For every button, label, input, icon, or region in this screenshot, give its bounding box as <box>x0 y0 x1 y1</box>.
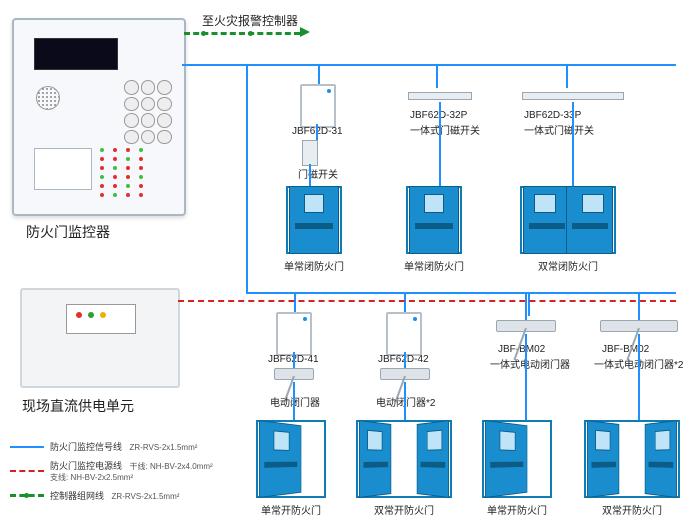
legend-name: 控制器组网线 ZR-RVS-2x1.5mm² <box>50 489 179 502</box>
label: 双常闭防火门 <box>538 258 598 273</box>
door-closer <box>380 368 428 382</box>
fire-door <box>286 186 342 254</box>
fire-door <box>256 420 326 498</box>
label: 单常开防火门 <box>261 502 321 517</box>
label: 单常闭防火门 <box>404 258 464 273</box>
legend: 防火门监控信号线 ZR-RVS-2x1.5mm² 防火门监控电源线 干线: NH-… <box>10 440 240 508</box>
psu-title: 现场直流供电单元 <box>22 396 134 416</box>
fire-door <box>520 186 616 254</box>
label: 一体式门磁开关 <box>524 122 594 137</box>
label: JBF-BM02 <box>602 344 649 355</box>
label: 双常开防火门 <box>602 502 662 517</box>
label: JBF-BM02 <box>498 344 545 355</box>
label: 门磁开关 <box>298 166 338 181</box>
magnet-switch-integrated <box>522 92 624 100</box>
magnet-switch <box>302 140 318 166</box>
door-closer <box>496 320 554 334</box>
label: 一体式电动闭门器 <box>490 356 570 371</box>
label: 单常闭防火门 <box>284 258 344 273</box>
legend-name: 防火门监控电源线 干线: NH-BV-2x4.0mm²支线: NH-BV-2x2… <box>50 459 213 483</box>
monitor-title: 防火门监控器 <box>26 222 110 242</box>
label: 双常开防火门 <box>374 502 434 517</box>
legend-name: 防火门监控信号线 ZR-RVS-2x1.5mm² <box>50 440 197 453</box>
to-alarm-controller-label: 至火灾报警控制器 <box>202 12 298 29</box>
fire-door <box>356 420 452 498</box>
network-line <box>184 32 300 35</box>
fire-door <box>406 186 462 254</box>
diagram-stage: 防火门监控器现场直流供电单元至火灾报警控制器JBF62D-31门磁开关单常闭防火… <box>0 0 698 522</box>
label: 单常开防火门 <box>487 502 547 517</box>
dc-power-supply-unit <box>20 288 180 388</box>
door-closer <box>600 320 676 334</box>
magnet-switch-integrated <box>408 92 472 100</box>
fire-door <box>584 420 680 498</box>
module-jbf62d-41 <box>276 312 312 356</box>
label: 一体式门磁开关 <box>410 122 480 137</box>
module-jbf62d-42 <box>386 312 422 356</box>
fire-door <box>482 420 552 498</box>
door-closer <box>274 368 312 382</box>
fire-door-monitor <box>12 18 186 216</box>
label: 电动闭门器 <box>270 394 320 409</box>
module-jbf62d-31 <box>300 84 336 128</box>
